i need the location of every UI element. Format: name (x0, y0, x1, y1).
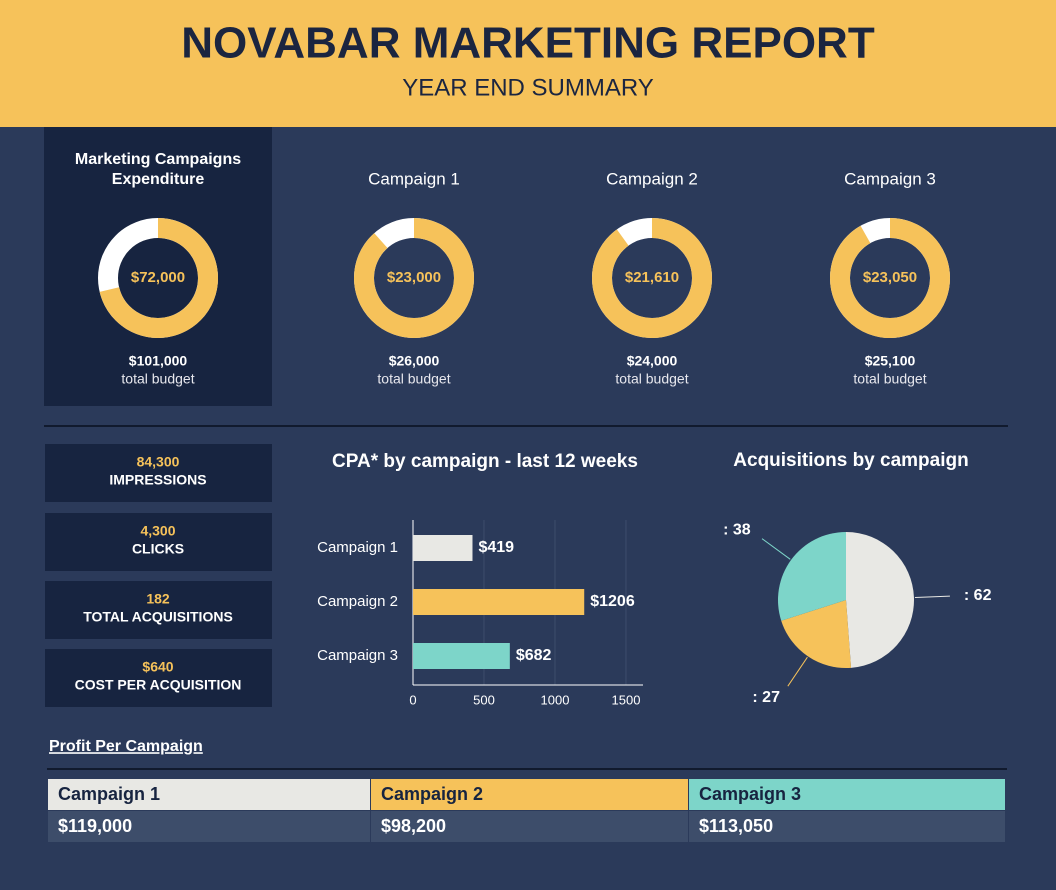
cell-text: $113,050 (699, 816, 773, 836)
kpi-value: 182 (146, 591, 170, 607)
cell (48, 811, 370, 842)
value-label: : 27 (752, 689, 780, 706)
kpi-label: TOTAL ACQUISITIONS (83, 609, 233, 625)
donut-spent (830, 218, 950, 338)
donut-title: Marketing Campaigns Expenditure (74, 151, 242, 188)
kpi-value: 4,300 (140, 523, 175, 539)
value-label: $1206 (590, 593, 635, 610)
x-tick-label: 1000 (541, 692, 570, 707)
y-tick-label: Campaign 2 (317, 593, 398, 610)
donut-value: $23,000 (387, 269, 441, 286)
bar (413, 643, 510, 669)
cell (689, 811, 1005, 842)
budget-value: $25,100 (865, 353, 916, 369)
donut-spent (354, 218, 474, 338)
donut-title: Campaign 3 (844, 169, 936, 188)
kpi-box (45, 649, 272, 707)
donut-title: Campaign 2 (606, 169, 698, 188)
header-band (0, 0, 1056, 127)
budget-value: $24,000 (627, 353, 678, 369)
donut-spent (99, 218, 218, 338)
value-label: : 62 (964, 587, 992, 604)
x-tick-label: 500 (473, 692, 495, 707)
donut-value: $23,050 (863, 269, 917, 286)
header-cell (371, 779, 688, 810)
kpi-label: IMPRESSIONS (109, 472, 206, 488)
kpi-box (45, 581, 272, 639)
value-label: $419 (478, 539, 514, 556)
header-text: Campaign 2 (381, 784, 483, 804)
kpi-box (45, 444, 272, 502)
header-text: Campaign 1 (58, 784, 160, 804)
chart-title: Acquisitions by campaign (733, 450, 968, 471)
chart-title: CPA* by campaign - last 12 weeks (332, 451, 638, 472)
header-cell (689, 779, 1005, 810)
donut-title: Campaign 1 (368, 169, 460, 188)
bar (413, 535, 473, 561)
budget-value: $101,000 (129, 353, 188, 369)
bar (413, 589, 585, 615)
kpi-box (45, 513, 272, 571)
header-text: Campaign 3 (699, 784, 801, 804)
pie-slice (778, 532, 846, 621)
donut-spent (592, 218, 712, 338)
panel (44, 127, 272, 406)
kpi-value: $640 (142, 659, 173, 675)
budget-caption: total budget (615, 371, 688, 387)
x-tick-label: 0 (409, 692, 416, 707)
title: NOVABAR MARKETING REPORT (181, 19, 875, 68)
budget-caption: total budget (121, 371, 194, 387)
pie-slice (846, 532, 915, 668)
value-label: $682 (516, 647, 552, 664)
cell-text: $119,000 (58, 816, 132, 836)
pie-slice (781, 600, 852, 668)
kpi-label: COST PER ACQUISITION (75, 677, 242, 693)
leader-line (761, 538, 791, 560)
y-tick-label: Campaign 1 (317, 539, 398, 556)
donut-value: $72,000 (131, 269, 185, 286)
y-tick-label: Campaign 3 (317, 647, 398, 664)
leader-line (914, 595, 950, 598)
subtitle: YEAR END SUMMARY (402, 74, 654, 101)
budget-caption: total budget (377, 371, 450, 387)
cell (371, 811, 688, 842)
cell-text: $98,200 (381, 816, 446, 836)
budget-value: $26,000 (389, 353, 440, 369)
x-tick-label: 1500 (612, 692, 641, 707)
leader-line (787, 656, 808, 687)
budget-caption: total budget (853, 371, 926, 387)
donut-value: $21,610 (625, 269, 679, 286)
value-label: : 38 (723, 522, 751, 539)
kpi-value: 84,300 (137, 454, 180, 470)
header-cell (48, 779, 370, 810)
kpi-label: CLICKS (132, 541, 184, 557)
table-title: Profit Per Campaign (49, 738, 203, 755)
